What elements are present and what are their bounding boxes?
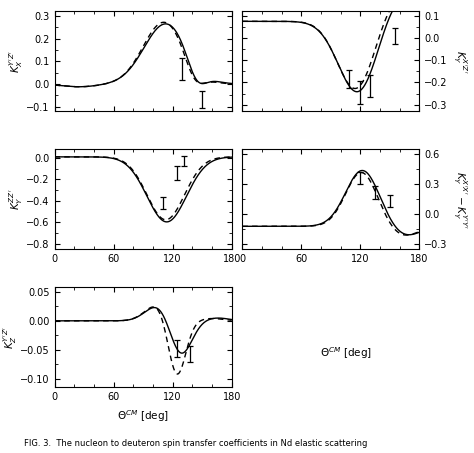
Y-axis label: $K_Y^{X'Z'}$: $K_Y^{X'Z'}$ [451, 49, 468, 73]
Text: $\Theta^{CM}$ [deg]: $\Theta^{CM}$ [deg] [320, 346, 372, 361]
Y-axis label: $K_Y^{ZZ'}$: $K_Y^{ZZ'}$ [8, 188, 25, 210]
X-axis label: $\Theta^{CM}$ [deg]: $\Theta^{CM}$ [deg] [117, 408, 169, 424]
Text: FIG. 3.  The nucleon to deuteron spin transfer coefficients in Nd elastic scatte: FIG. 3. The nucleon to deuteron spin tra… [24, 439, 367, 448]
Y-axis label: $K_X^{Y'Z'}$: $K_X^{Y'Z'}$ [8, 50, 25, 73]
Y-axis label: $K_Z^{Y'Z'}$: $K_Z^{Y'Z'}$ [1, 326, 18, 349]
Y-axis label: $K_Y^{X'X'} - K_Y^{Y'Y'}$: $K_Y^{X'X'} - K_Y^{Y'Y'}$ [450, 171, 468, 228]
